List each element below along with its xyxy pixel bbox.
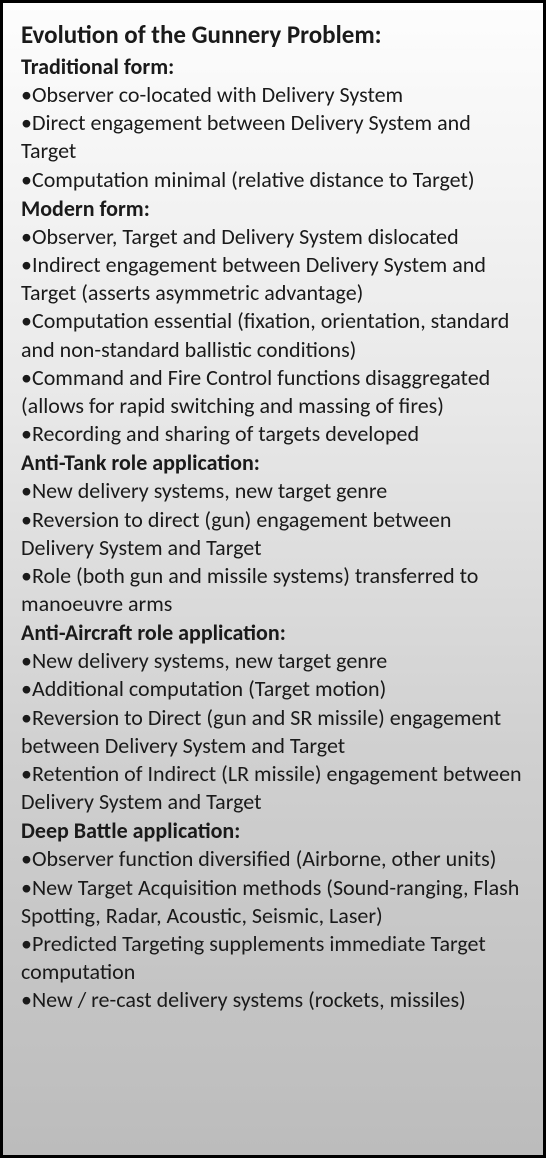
bullet-item: Additional computation (Target motion) — [21, 675, 527, 703]
section-heading: Modern form: — [21, 195, 527, 223]
bullet-item: Observer function diversified (Airborne,… — [21, 845, 527, 873]
bullet-item: New / re-cast delivery systems (rockets,… — [21, 986, 527, 1014]
bullet-item: Role (both gun and missile systems) tran… — [21, 562, 527, 618]
bullet-item: Reversion to direct (gun) engagement bet… — [21, 506, 527, 562]
bullet-item: Observer co-located with Delivery System — [21, 81, 527, 109]
bullet-item: Direct engagement between Delivery Syste… — [21, 109, 527, 165]
bullet-item: Computation minimal (relative distance t… — [21, 166, 527, 194]
panel-title: Evolution of the Gunnery Problem: — [21, 19, 527, 51]
section-heading: Anti-Aircraft role application: — [21, 619, 527, 647]
section-heading: Deep Battle application: — [21, 817, 527, 845]
bullet-item: Predicted Targeting supplements immediat… — [21, 930, 527, 986]
bullet-item: New Target Acquisition methods (Sound-ra… — [21, 874, 527, 930]
bullet-item: Observer, Target and Delivery System dis… — [21, 223, 527, 251]
bullet-item: New delivery systems, new target genre — [21, 477, 527, 505]
bullet-item: Retention of Indirect (LR missile) engag… — [21, 760, 527, 816]
info-panel: Evolution of the Gunnery Problem: Tradit… — [0, 0, 546, 1158]
bullet-item: Command and Fire Control functions disag… — [21, 364, 527, 420]
bullet-item: Indirect engagement between Delivery Sys… — [21, 251, 527, 307]
bullet-item: Computation essential (fixation, orienta… — [21, 307, 527, 363]
bullet-item: Recording and sharing of targets develop… — [21, 420, 527, 448]
bullet-item: Reversion to Direct (gun and SR missile)… — [21, 704, 527, 760]
section-heading: Traditional form: — [21, 53, 527, 81]
section-heading: Anti-Tank role application: — [21, 449, 527, 477]
bullet-item: New delivery systems, new target genre — [21, 647, 527, 675]
